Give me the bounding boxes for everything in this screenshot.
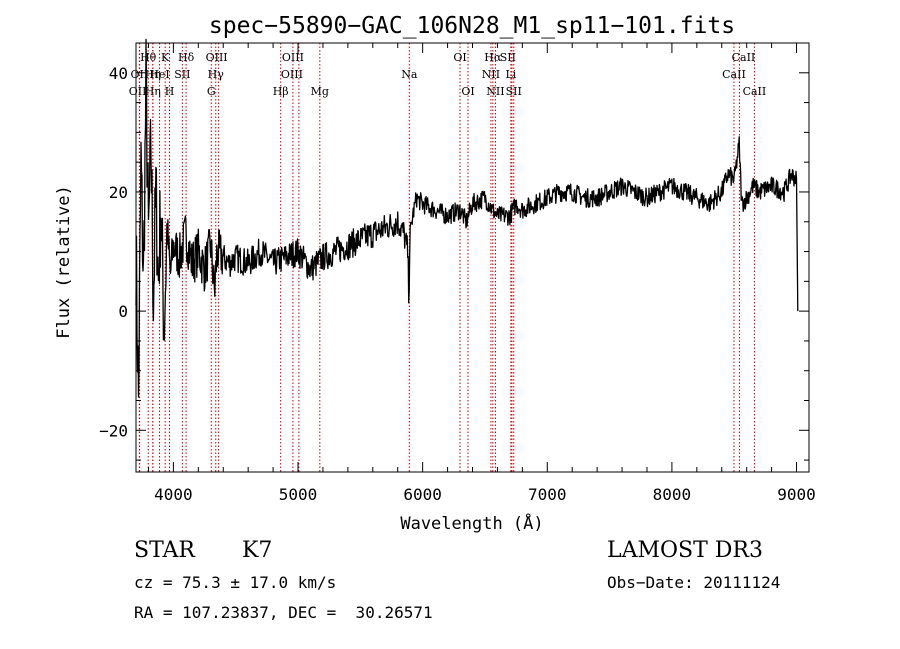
spectral-line-label: OIII — [281, 68, 303, 81]
plot-frame — [135, 42, 810, 473]
coordinates: RA = 107.23837, DEC = 30.26571 — [134, 603, 433, 622]
spectral-line-label: OIII — [206, 51, 228, 64]
x-tick-label: 8000 — [653, 485, 692, 504]
spectral-line-label: Hα — [484, 51, 502, 64]
spectral-line-label: Hθ — [140, 51, 157, 64]
y-tick-label: 0 — [118, 302, 128, 321]
spectral-line-label: Na — [401, 68, 418, 81]
spectral-line-label: Hδ — [178, 51, 195, 64]
spectral-line-label: OIII — [282, 51, 304, 64]
spectral-line-label: SII — [500, 51, 516, 64]
x-axis-label: Wavelength (Å) — [400, 512, 543, 534]
y-axis-ticks: −20 0 20 40 — [99, 42, 809, 461]
spectral-line-label: Li — [505, 68, 516, 81]
spectral-line-label: Hβ — [273, 85, 289, 98]
spectral-line-label: CaII — [743, 85, 767, 98]
spectral-line-label: K — [161, 51, 170, 64]
observation-date: Obs−Date: 20111124 — [607, 573, 781, 592]
y-axis-label: Flux (relative) — [54, 185, 74, 339]
spectral-line-label: Hη — [145, 85, 161, 98]
y-tick-label: 40 — [109, 64, 128, 83]
spectral-line-label: CaII — [732, 51, 756, 64]
spectral-line-label: Hη — [145, 68, 161, 81]
spectral-line-label: NII — [482, 68, 500, 81]
x-tick-label: 9000 — [777, 485, 816, 504]
x-tick-label: 6000 — [403, 485, 442, 504]
object-subclass: K7 — [242, 538, 273, 563]
spectral-line-label: G — [207, 85, 216, 98]
spectral-line-label: OI — [453, 51, 466, 64]
y-tick-label: −20 — [99, 421, 128, 440]
x-axis-ticks: 4000 5000 6000 7000 8000 9000 — [147, 43, 816, 504]
object-class: STAR — [134, 538, 195, 563]
survey-name: LAMOST DR3 — [607, 538, 763, 563]
spectral-line-label: H — [165, 85, 175, 98]
spectral-line-label: OII — [131, 68, 149, 81]
spectral-line-label: NII — [486, 85, 504, 98]
spectral-line-label: HeI — [149, 68, 169, 81]
x-tick-label: 4000 — [154, 485, 193, 504]
chart-title: spec−55890−GAC_106N28_M1_sp11−101.fits — [209, 13, 735, 39]
spectral-line-label: OII — [129, 85, 147, 98]
x-tick-label: 7000 — [528, 485, 567, 504]
spectral-line-label: Hγ — [208, 68, 225, 81]
redshift-velocity: cz = 75.3 ± 17.0 km/s — [134, 573, 337, 592]
flux-series-line — [135, 38, 799, 398]
spectral-line-label: Mg — [311, 85, 329, 98]
spectral-line-label: CaII — [722, 68, 746, 81]
spectral-line-label: SII — [506, 85, 522, 98]
spectral-line-label: SII — [174, 68, 190, 81]
y-tick-label: 20 — [109, 183, 128, 202]
x-tick-label: 5000 — [279, 485, 318, 504]
spectral-line-label: OI — [461, 85, 474, 98]
